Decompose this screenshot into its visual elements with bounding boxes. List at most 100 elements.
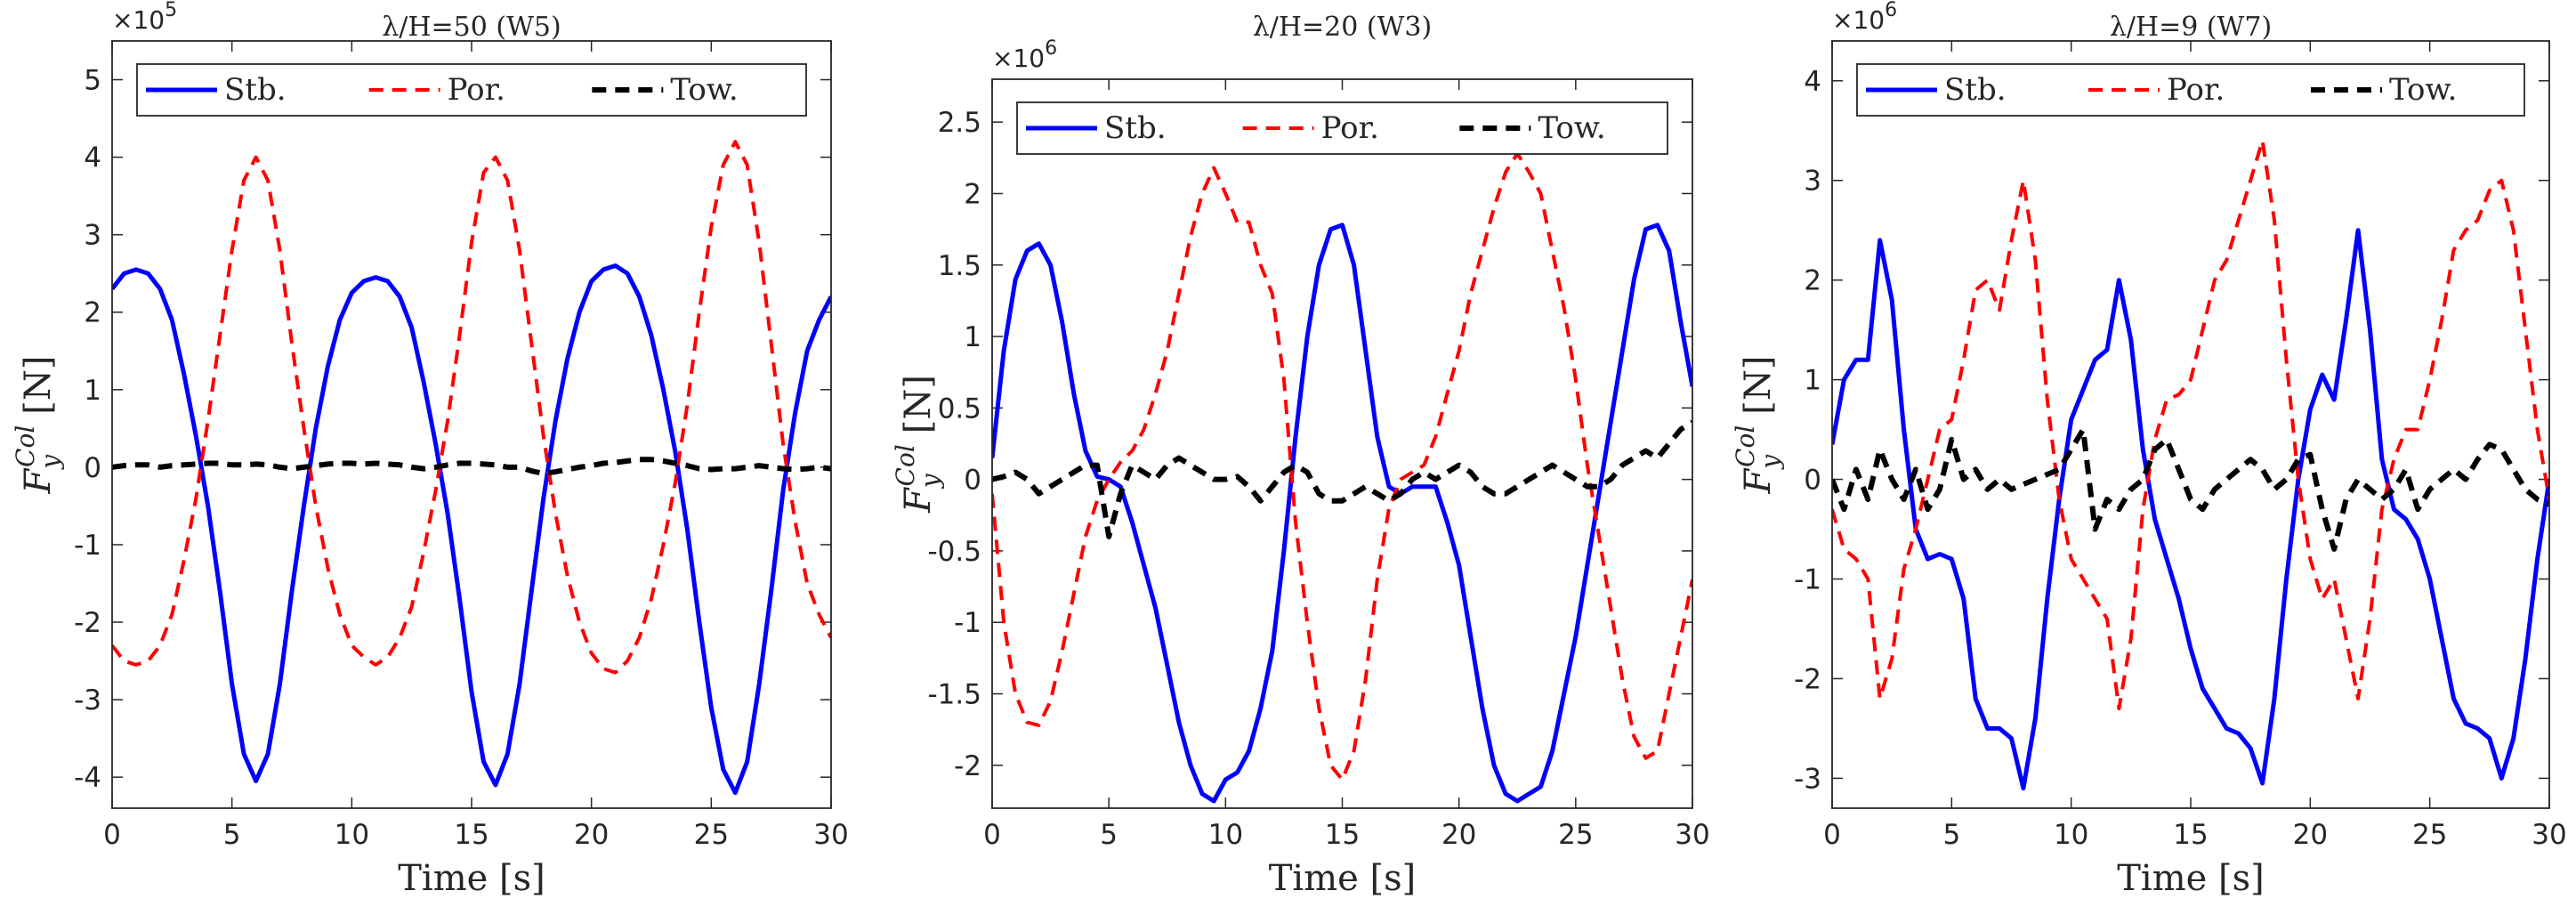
x-tick-label: 25 (694, 819, 729, 851)
y-axis-label: FyCol [N] (1731, 355, 1785, 494)
x-tick-label: 20 (1441, 819, 1476, 851)
y-label-unit: [N] (1738, 355, 1779, 414)
y-tick-label: 0.5 (938, 393, 981, 425)
legend-label: Por. (1321, 110, 1379, 146)
y-label-sub: y (916, 473, 945, 490)
x-tick-label: 5 (223, 819, 241, 851)
exponent-base: ×10 (992, 44, 1045, 73)
y-label-sub: y (36, 454, 65, 471)
y-tick-label: 2 (964, 178, 981, 210)
legend-label: Tow. (670, 72, 738, 108)
y-tick-label: 1 (964, 321, 981, 353)
x-tick-label: 15 (454, 819, 489, 851)
y-tick-label: 3 (84, 220, 101, 252)
x-tick-label: 5 (1100, 819, 1118, 851)
legend-box (1856, 63, 2525, 117)
x-tick-label: 10 (2054, 819, 2088, 851)
y-exponent: ×105 (112, 0, 177, 35)
legend: Stb. Por. Tow. (1016, 101, 1668, 155)
plot-area (992, 79, 1692, 808)
legend-label: Por. (2167, 72, 2225, 108)
y-axis-label: FyCol [N] (891, 375, 945, 514)
y-tick-label: 4 (1804, 66, 1821, 98)
legend-label: Tow. (1538, 110, 1605, 146)
y-tick-label: 4 (84, 142, 101, 174)
y-label-sup: Col (11, 425, 40, 467)
axes: 0 5 10 15 20 25 30 -2 -1.5 -1 -0.5 0 0.5 1 1.5 2 2.5 Stb.… (891, 12, 1710, 899)
y-tick-label: -1 (954, 607, 981, 639)
y-tick-label: 0 (1804, 465, 1821, 497)
y-tick-label: -0.5 (928, 536, 982, 568)
exponent-power: 6 (1045, 37, 1057, 60)
legend-box (1016, 101, 1668, 155)
x-tick-label: 15 (2173, 819, 2208, 851)
lines (992, 151, 1692, 804)
x-tick-label: 0 (103, 819, 121, 851)
legend-label: Por. (448, 72, 505, 108)
x-tick-label: 5 (1942, 819, 1960, 851)
y-tick-label: -1 (1794, 564, 1821, 596)
exponent-power: 6 (1885, 0, 1897, 21)
series-line (1832, 228, 2549, 791)
x-tick-label: 30 (2532, 819, 2566, 851)
y-exponent: ×106 (1832, 0, 1897, 35)
x-tick-label: 30 (813, 819, 848, 851)
chart-title: λ/H=9 (W7) (2110, 12, 2272, 43)
lines (112, 140, 831, 796)
y-label-sup: Col (1731, 425, 1760, 467)
y-tick-label: -4 (74, 762, 101, 794)
legend: Stb. Por. Tow. (136, 63, 807, 117)
series-line (992, 151, 1692, 781)
y-label-sup: Col (891, 444, 920, 486)
x-tick-label: 10 (335, 819, 369, 851)
x-tick-label: 0 (983, 819, 1001, 851)
series-line (1832, 138, 2549, 711)
x-tick-label: 0 (1823, 819, 1841, 851)
x-tick-label: 10 (1208, 819, 1243, 851)
x-axis-label: Time [s] (1269, 858, 1417, 899)
y-tick-label: 2 (84, 297, 101, 329)
x-axis-label: Time [s] (2117, 858, 2265, 899)
x-tick-label: 25 (2412, 819, 2447, 851)
y-label-symbol: F (1738, 468, 1779, 495)
y-tick-label: -2 (954, 750, 981, 782)
series-line (992, 223, 1692, 804)
axes-box (1831, 40, 2550, 809)
x-tick-label: 15 (1325, 819, 1360, 851)
y-label-unit: [N] (18, 355, 59, 414)
y-exponent: ×106 (992, 37, 1057, 73)
y-tick-label: -3 (1794, 763, 1821, 795)
x-tick-label: 25 (1558, 819, 1593, 851)
y-tick-label: 1 (84, 375, 101, 407)
x-axis-label: Time [s] (398, 858, 545, 899)
y-label-unit: [N] (898, 375, 939, 433)
legend: Stb. Por. Tow. (1856, 63, 2525, 117)
y-tick-label: -2 (74, 607, 101, 639)
axes-box (111, 40, 832, 809)
chart-title: λ/H=20 (W3) (1253, 12, 1432, 43)
series-line (112, 457, 831, 476)
y-tick-label: -1 (74, 530, 101, 562)
exponent-base: ×10 (1832, 5, 1885, 35)
y-tick-label: -3 (74, 684, 101, 717)
series-line (112, 140, 831, 675)
y-label-symbol: F (898, 487, 939, 514)
x-tick-label: 30 (1675, 819, 1709, 851)
y-tick-label: -1.5 (928, 679, 982, 711)
exponent-base: ×10 (112, 5, 165, 35)
y-tick-label: -2 (1794, 663, 1821, 695)
y-label-symbol: F (18, 468, 59, 495)
legend-label: Stb. (1104, 110, 1167, 146)
series-line (992, 419, 1692, 539)
y-tick-label: 3 (1804, 166, 1821, 198)
y-tick-label: 1 (1804, 365, 1821, 397)
x-tick-label: 20 (2293, 819, 2328, 851)
legend-box (136, 63, 807, 117)
y-tick-label: 1.5 (938, 250, 981, 282)
series-line (1832, 426, 2549, 552)
y-tick-label: 2 (1804, 265, 1821, 297)
lines (1832, 138, 2549, 791)
chart-title: λ/H=50 (W5) (382, 12, 561, 43)
